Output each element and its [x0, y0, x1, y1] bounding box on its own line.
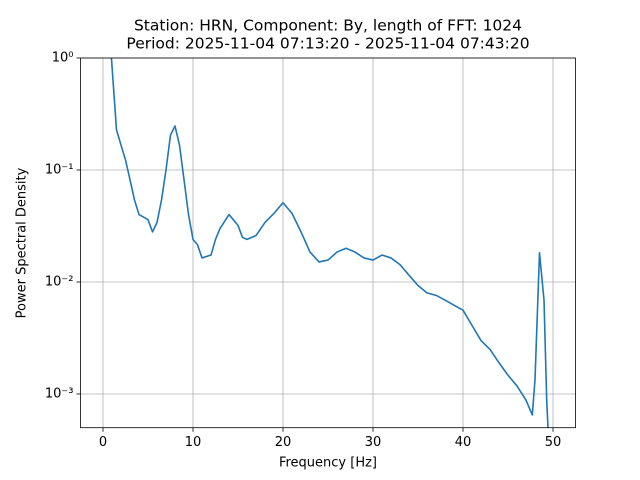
- y-tick-label: 10⁰: [52, 51, 74, 66]
- x-tick-label: 0: [99, 435, 107, 450]
- x-tick-label: 50: [545, 435, 562, 450]
- x-axis-label: Frequency [Hz]: [279, 456, 377, 471]
- chart-title: Station: HRN, Component: By, length of F…: [134, 17, 522, 35]
- chart-title: Period: 2025-11-04 07:13:20 - 2025-11-04…: [126, 35, 529, 53]
- x-tick-label: 30: [365, 435, 382, 450]
- y-tick-label: 10⁻²: [45, 274, 74, 289]
- plot-frame: [80, 57, 576, 429]
- x-tick-label: 10: [185, 435, 202, 450]
- x-tick-label: 20: [275, 435, 292, 450]
- y-tick-label: 10⁻¹: [45, 162, 74, 177]
- y-axis-label: Power Spectral Density: [15, 167, 30, 318]
- psd-line: [110, 58, 549, 428]
- x-tick-label: 40: [455, 435, 472, 450]
- y-tick-label: 10⁻³: [45, 386, 74, 401]
